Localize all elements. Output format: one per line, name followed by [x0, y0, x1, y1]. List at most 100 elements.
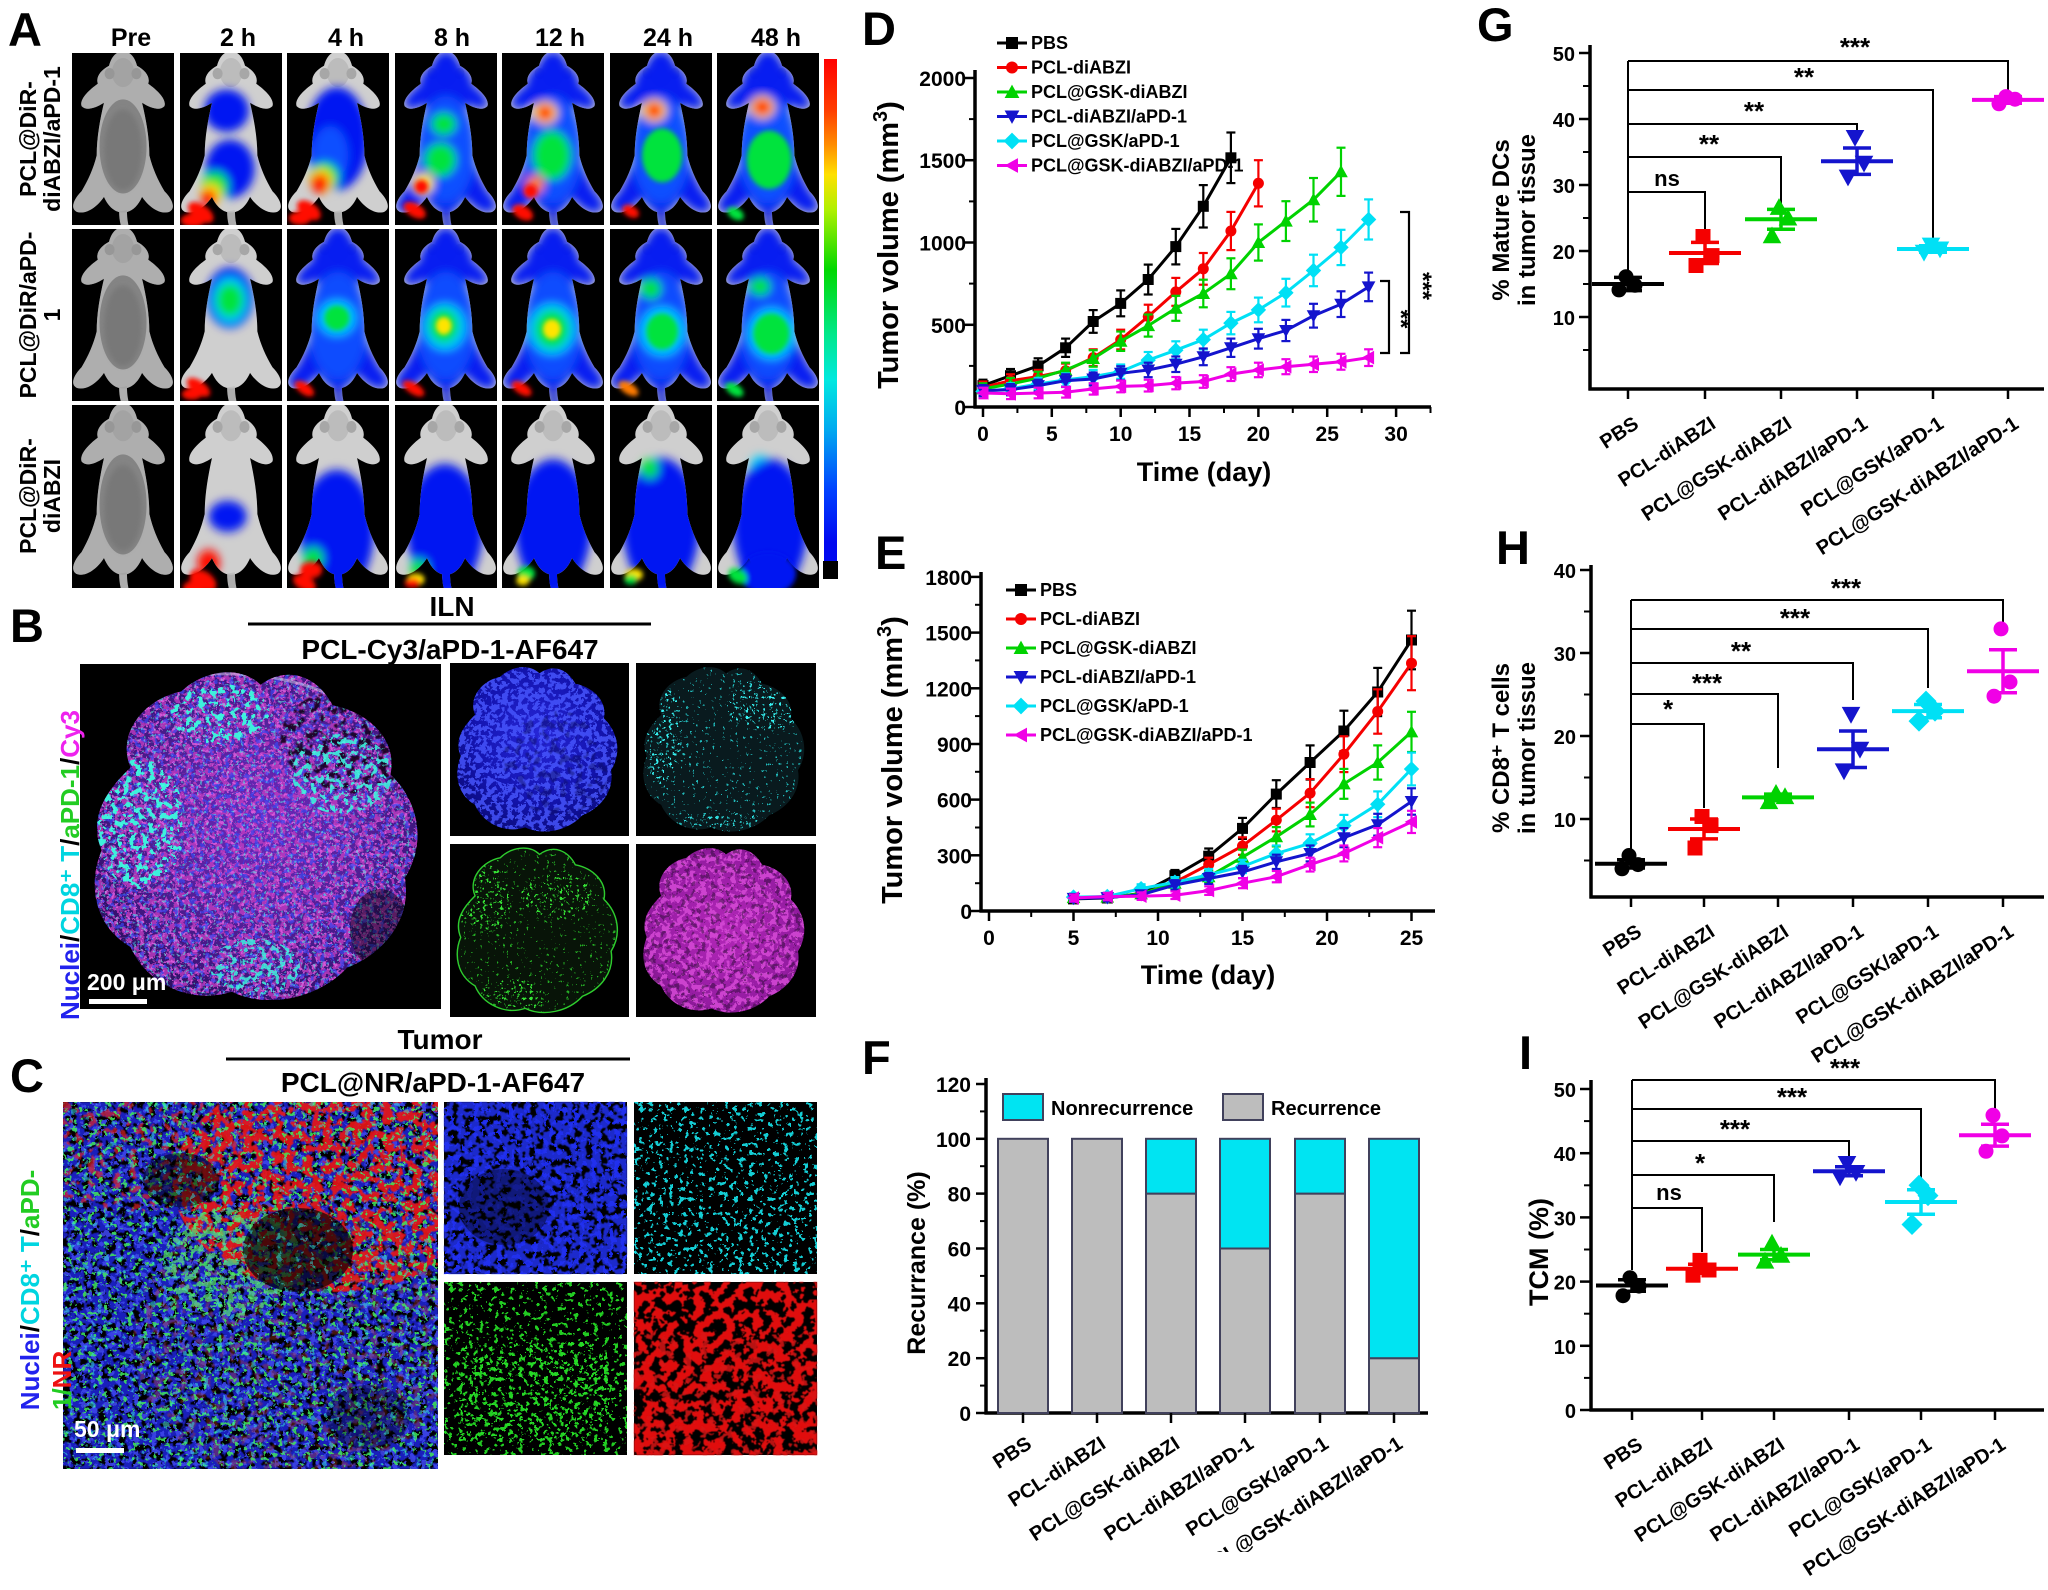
svg-text:20: 20 — [1553, 242, 1575, 264]
svg-text:PCL-diABZI/aPD-1: PCL-diABZI/aPD-1 — [1031, 107, 1187, 127]
svg-text:10: 10 — [1554, 810, 1576, 832]
svg-text:PCL@GSK/aPD-1: PCL@GSK/aPD-1 — [1040, 696, 1189, 716]
svg-text:***: *** — [1409, 272, 1436, 301]
svg-text:2000: 2000 — [919, 68, 966, 91]
svg-text:48 h: 48 h — [751, 24, 801, 52]
svg-text:10: 10 — [1109, 423, 1132, 446]
svg-text:ILN: ILN — [429, 595, 474, 622]
svg-text:15: 15 — [1231, 927, 1255, 950]
svg-text:40: 40 — [1554, 1144, 1576, 1166]
svg-text:30: 30 — [1553, 176, 1575, 198]
svg-text:**: ** — [1699, 129, 1720, 159]
svg-text:PBS: PBS — [1040, 580, 1077, 600]
svg-text:PBS: PBS — [1596, 413, 1642, 454]
svg-text:Tumor volume (mm3): Tumor volume (mm3) — [870, 101, 905, 389]
svg-text:25: 25 — [1400, 927, 1424, 950]
svg-text:PCL-diABZI: PCL-diABZI — [1031, 58, 1131, 78]
svg-text:PBS: PBS — [1599, 921, 1645, 962]
svg-text:PBS: PBS — [1600, 1434, 1646, 1475]
svg-text:20: 20 — [1554, 727, 1576, 749]
svg-text:***: *** — [1692, 668, 1723, 698]
svg-text:***: *** — [1720, 1114, 1751, 1144]
svg-text:20: 20 — [1554, 1273, 1576, 1295]
svg-text:Nonrecurrence: Nonrecurrence — [1051, 1098, 1193, 1120]
svg-text:40: 40 — [948, 1293, 971, 1316]
svg-text:25: 25 — [1316, 423, 1340, 446]
svg-text:2 h: 2 h — [220, 24, 256, 52]
svg-text:PBS: PBS — [1031, 33, 1068, 53]
svg-text:PCL-diABZI: PCL-diABZI — [1040, 609, 1140, 629]
svg-text:60: 60 — [948, 1239, 971, 1262]
svg-text:30: 30 — [1554, 1208, 1576, 1230]
svg-text:E: E — [875, 530, 906, 579]
svg-text:20: 20 — [1247, 423, 1270, 446]
svg-text:PBS: PBS — [989, 1433, 1035, 1474]
svg-text:200 μm: 200 μm — [87, 969, 166, 995]
svg-text:40: 40 — [1554, 561, 1576, 583]
svg-text:PCL@GSK/aPD-1: PCL@GSK/aPD-1 — [1031, 131, 1180, 151]
svg-text:5: 5 — [1068, 927, 1080, 950]
svg-text:PCL@GSK-diABZI: PCL@GSK-diABZI — [1031, 82, 1188, 102]
svg-text:50: 50 — [1553, 44, 1575, 66]
svg-text:**: ** — [1731, 636, 1752, 666]
svg-text:0: 0 — [983, 927, 995, 950]
svg-text:Recurrance (%): Recurrance (%) — [903, 1171, 931, 1354]
svg-text:PCL-diABZI/aPD-1: PCL-diABZI/aPD-1 — [1040, 667, 1196, 687]
svg-text:1500: 1500 — [919, 150, 966, 173]
svg-text:120: 120 — [936, 1074, 971, 1097]
svg-text:***: *** — [1780, 603, 1811, 633]
svg-text:12 h: 12 h — [535, 24, 585, 52]
svg-text:***: *** — [1830, 1053, 1861, 1083]
svg-text:*: * — [1663, 694, 1674, 724]
svg-text:50 μm: 50 μm — [74, 1416, 141, 1442]
svg-text:ns: ns — [1654, 166, 1680, 191]
svg-text:D: D — [862, 2, 896, 55]
svg-text:0: 0 — [960, 901, 972, 924]
svg-text:TCM (%): TCM (%) — [1524, 1198, 1554, 1306]
svg-text:1200: 1200 — [925, 678, 972, 701]
svg-text:Recurrence: Recurrence — [1271, 1098, 1381, 1120]
svg-text:900: 900 — [937, 734, 972, 757]
svg-text:80: 80 — [948, 1184, 971, 1207]
svg-text:600: 600 — [937, 790, 972, 813]
svg-text:0: 0 — [954, 397, 966, 420]
svg-text:Time (day): Time (day) — [1137, 457, 1272, 487]
svg-text:% CD8⁺ T cellsin tumor tissue: % CD8⁺ T cellsin tumor tissue — [1488, 662, 1541, 834]
svg-text:20: 20 — [1315, 927, 1338, 950]
svg-text:% Mature DCsin tumor tissue: % Mature DCsin tumor tissue — [1488, 134, 1541, 306]
svg-text:10: 10 — [1146, 927, 1169, 950]
svg-text:100: 100 — [936, 1129, 971, 1152]
svg-text:40: 40 — [1553, 110, 1575, 132]
svg-text:***: *** — [1831, 573, 1862, 603]
svg-text:G: G — [1477, 0, 1514, 51]
svg-text:Tumor: Tumor — [397, 1028, 482, 1055]
svg-text:0: 0 — [977, 423, 989, 446]
svg-text:300: 300 — [937, 845, 972, 868]
svg-text:1000: 1000 — [919, 233, 966, 256]
svg-text:Tumor volume (mm3): Tumor volume (mm3) — [874, 616, 909, 904]
svg-text:30: 30 — [1554, 644, 1576, 666]
svg-text:PCL@GSK-diABZI/aPD-1: PCL@GSK-diABZI/aPD-1 — [1040, 725, 1253, 745]
svg-text:30: 30 — [1384, 423, 1407, 446]
svg-text:ns: ns — [1656, 1180, 1682, 1205]
svg-text:50: 50 — [1554, 1080, 1576, 1102]
svg-text:1800: 1800 — [925, 567, 972, 590]
svg-text:F: F — [862, 1031, 891, 1084]
svg-text:I: I — [1519, 1030, 1532, 1079]
svg-text:4 h: 4 h — [328, 24, 364, 52]
svg-text:**: ** — [1744, 96, 1765, 126]
svg-text:**: ** — [1794, 62, 1815, 92]
svg-text:Time (day): Time (day) — [1141, 960, 1276, 990]
svg-text:PCL@GSK-diABZI: PCL@GSK-diABZI — [1040, 638, 1197, 658]
svg-text:***: *** — [1840, 32, 1871, 62]
svg-text:***: *** — [1777, 1082, 1808, 1112]
svg-text:10: 10 — [1554, 1337, 1576, 1359]
svg-text:15: 15 — [1178, 423, 1202, 446]
svg-text:20: 20 — [948, 1348, 971, 1371]
svg-text:PCL@GSK-diABZI/aPD-1: PCL@GSK-diABZI/aPD-1 — [1031, 156, 1244, 176]
svg-text:5: 5 — [1046, 423, 1058, 446]
svg-text:H: H — [1496, 530, 1530, 574]
svg-text:**: ** — [1387, 310, 1414, 329]
svg-text:0: 0 — [1565, 1401, 1576, 1423]
svg-text:PCL-Cy3/aPD-1-AF647: PCL-Cy3/aPD-1-AF647 — [301, 634, 598, 665]
